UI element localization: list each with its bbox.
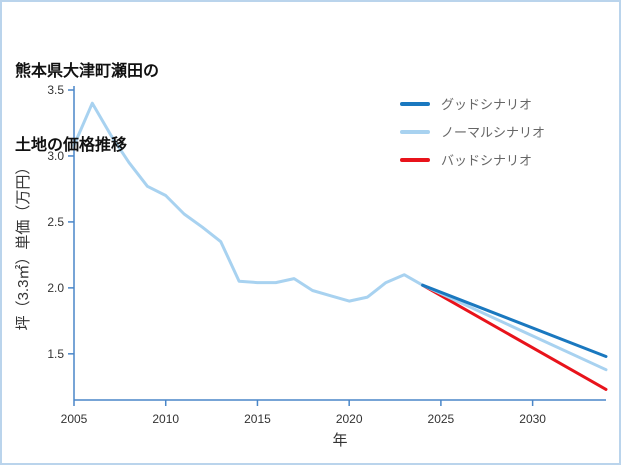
y-tick-label: 3.0	[47, 149, 64, 163]
normal-scenario-line	[421, 283, 608, 372]
chart-title: 熊本県大津町瀬田の 土地の価格推移	[15, 10, 159, 208]
chart-legend: グッドシナリオ ノーマルシナリオ バッドシナリオ	[400, 94, 545, 178]
chart-title-line2: 土地の価格推移	[15, 136, 128, 154]
legend-item-normal-scenario: ノーマルシナリオ	[400, 122, 545, 141]
y-axis-label: 坪（3.3㎡）単価（万円）	[15, 160, 32, 331]
x-tick-label: 2015	[244, 412, 271, 426]
legend-item-bad-scenario: バッドシナリオ	[400, 150, 545, 169]
bad-scenario-line-swatch	[400, 157, 430, 162]
x-tick-label: 2010	[152, 412, 179, 426]
x-tick-label: 2030	[519, 412, 546, 426]
x-tick-label: 2025	[428, 412, 455, 426]
x-axis-label: 年	[332, 432, 347, 449]
legend-label: ノーマルシナリオ	[441, 125, 546, 140]
y-tick-label: 3.5	[47, 83, 64, 97]
legend-item-good-scenario: グッドシナリオ	[400, 94, 545, 113]
y-tick-label: 1.5	[47, 347, 64, 361]
x-tick-label: 2005	[61, 412, 88, 426]
good-scenario-line-swatch	[400, 101, 430, 106]
x-tick-label: 2020	[336, 412, 363, 426]
legend-label: バッドシナリオ	[441, 153, 533, 168]
bad-scenario-line	[421, 283, 608, 391]
normal-scenario-line-swatch	[400, 129, 430, 134]
history-line	[72, 101, 425, 303]
chart-title-line1: 熊本県大津町瀬田の	[15, 62, 160, 80]
y-tick-label: 2.0	[47, 281, 64, 295]
legend-label: グッドシナリオ	[441, 97, 533, 112]
y-tick-label: 2.5	[47, 215, 64, 229]
good-scenario-line	[421, 283, 608, 358]
